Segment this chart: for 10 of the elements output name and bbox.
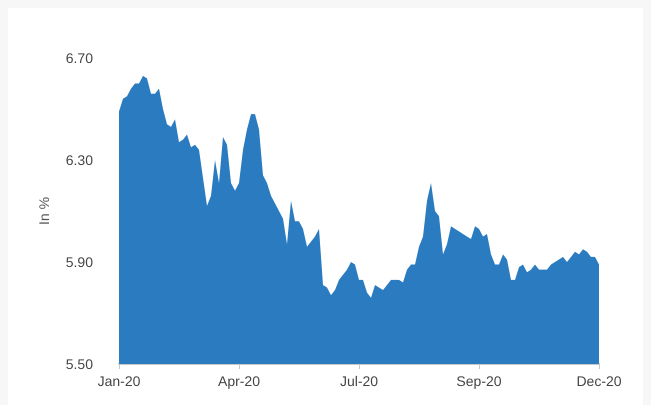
y-axis-title: In % [36, 196, 52, 226]
y-tick-label: 6.30 [66, 152, 94, 168]
x-tick-label: Jan-20 [98, 373, 141, 389]
x-tick-label: Sep-20 [456, 373, 502, 389]
y-tick-label: 5.50 [66, 356, 94, 372]
y-tick-label: 6.70 [66, 50, 94, 66]
y-tick-label: 5.90 [66, 254, 94, 270]
x-tick-label: Dec-20 [576, 373, 622, 389]
x-tick-label: Jul-20 [340, 373, 378, 389]
x-tick-label: Apr-20 [218, 373, 260, 389]
